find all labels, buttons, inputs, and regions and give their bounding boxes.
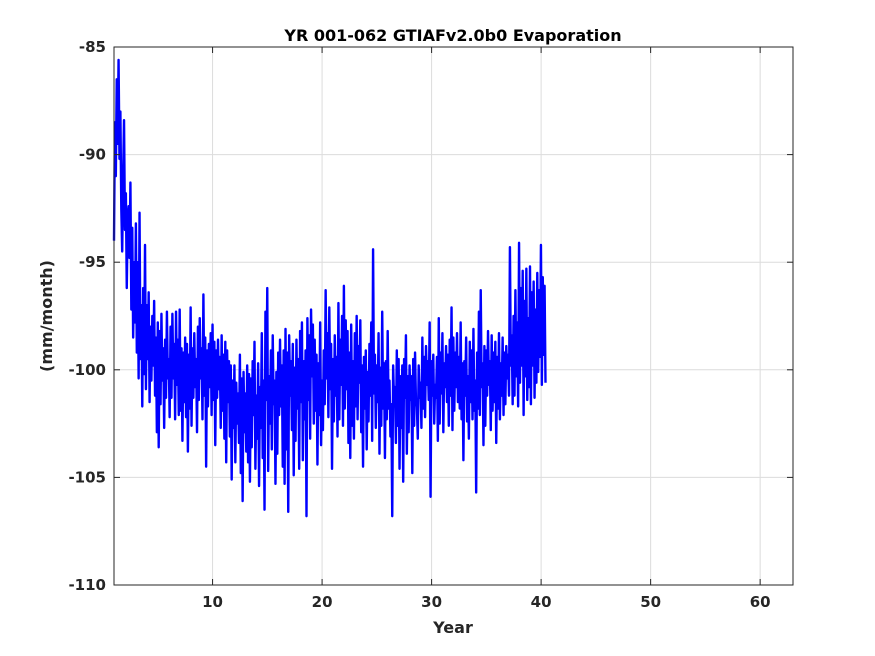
x-tick-label: 40 — [531, 593, 552, 611]
x-tick-label: 30 — [421, 593, 442, 611]
y-axis-label: (mm/month) — [37, 260, 56, 372]
axes-box — [113, 46, 794, 586]
series-group — [112, 58, 547, 518]
ticks: 10 20 30 40 50 60 -85 -90 -95 -100 -105 -110 — [68, 38, 793, 611]
y-tick-label: -100 — [68, 361, 106, 379]
y-tick-label: -110 — [68, 576, 106, 594]
x-tick-label: 60 — [750, 593, 771, 611]
y-tick-label: -105 — [68, 468, 106, 486]
x-tick-label: 10 — [202, 593, 223, 611]
chart-title: YR 001-062 GTIAFv2.0b0 Evaporation — [283, 26, 621, 45]
plot-area — [114, 47, 793, 585]
y-tick-label: -95 — [79, 253, 106, 271]
y-tick-label: -85 — [79, 38, 106, 56]
x-tick-label: 20 — [312, 593, 333, 611]
x-axis-label: Year — [432, 618, 473, 637]
x-tick-label: 50 — [640, 593, 661, 611]
series-line — [112, 58, 547, 518]
y-tick-label: -90 — [79, 146, 106, 164]
